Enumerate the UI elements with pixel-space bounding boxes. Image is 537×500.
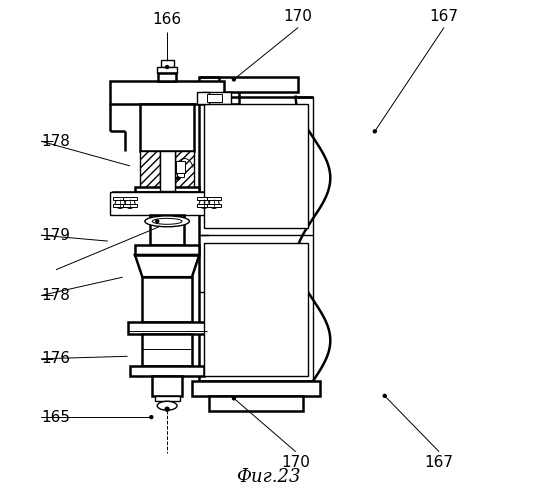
Bar	[130, 366, 204, 376]
Circle shape	[165, 407, 169, 411]
Bar	[207, 204, 221, 207]
Bar	[204, 104, 308, 228]
Bar	[176, 161, 185, 173]
Polygon shape	[135, 255, 199, 277]
Bar	[135, 187, 199, 192]
Circle shape	[233, 397, 235, 400]
Bar	[199, 77, 298, 92]
Bar	[140, 104, 194, 151]
Circle shape	[165, 66, 169, 68]
Ellipse shape	[153, 218, 182, 224]
Text: 167: 167	[425, 455, 454, 470]
Text: 170: 170	[281, 455, 310, 470]
Bar	[158, 74, 176, 81]
Ellipse shape	[145, 216, 190, 227]
Bar	[202, 92, 231, 104]
Text: Фиг.23: Фиг.23	[236, 468, 301, 486]
Text: 165: 165	[41, 410, 70, 424]
Circle shape	[150, 416, 153, 418]
Circle shape	[177, 177, 179, 180]
Bar	[204, 242, 308, 376]
Bar	[123, 197, 137, 200]
Bar	[197, 197, 211, 200]
Text: 167: 167	[430, 8, 459, 24]
Bar	[155, 396, 179, 401]
Bar	[207, 94, 222, 102]
Bar	[153, 376, 182, 396]
Text: 166: 166	[153, 12, 182, 28]
Bar	[110, 192, 224, 216]
Bar	[110, 81, 224, 104]
Bar	[113, 192, 222, 210]
Bar	[175, 151, 194, 190]
Bar	[128, 322, 207, 334]
Bar	[113, 197, 127, 200]
Circle shape	[373, 130, 376, 133]
Bar	[209, 84, 239, 104]
Circle shape	[233, 78, 235, 81]
Bar	[113, 204, 127, 207]
Circle shape	[156, 220, 159, 223]
Text: 178: 178	[41, 288, 70, 303]
Bar	[197, 92, 209, 104]
Ellipse shape	[157, 402, 177, 410]
Bar	[177, 173, 184, 177]
Text: 179: 179	[41, 228, 70, 242]
Bar	[207, 197, 221, 200]
Circle shape	[383, 394, 386, 398]
Bar	[142, 277, 192, 322]
Text: 176: 176	[41, 352, 70, 366]
Bar	[140, 151, 159, 190]
Bar	[123, 204, 137, 207]
Bar	[150, 216, 184, 245]
Bar	[192, 381, 321, 396]
Bar	[161, 60, 173, 67]
Bar	[135, 245, 199, 255]
Bar	[142, 334, 192, 366]
Bar	[157, 67, 177, 73]
Bar	[159, 151, 175, 190]
Text: 178: 178	[41, 134, 70, 148]
Bar	[197, 204, 211, 207]
Bar	[209, 396, 303, 410]
Text: 170: 170	[284, 8, 313, 24]
